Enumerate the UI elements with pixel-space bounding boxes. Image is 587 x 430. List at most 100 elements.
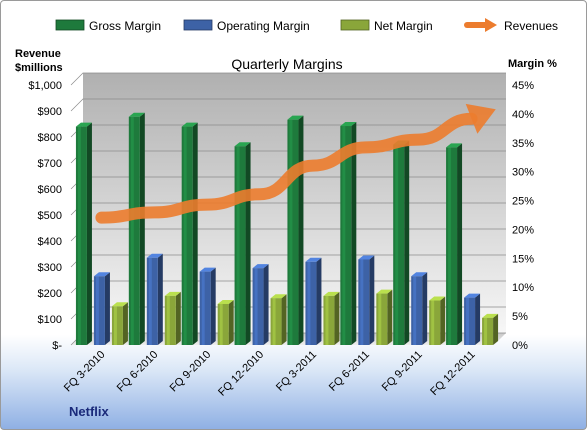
bar-side bbox=[334, 291, 340, 345]
bar-net-margin bbox=[111, 302, 128, 345]
left-tick-label: $500 bbox=[38, 210, 62, 222]
right-tick-label: 5% bbox=[512, 311, 528, 323]
bar-side bbox=[157, 253, 163, 345]
bar-side bbox=[210, 267, 216, 345]
bar-highlight bbox=[236, 146, 240, 345]
bar-front bbox=[411, 276, 423, 345]
bar-highlight bbox=[272, 298, 276, 345]
right-tick-label: 30% bbox=[512, 167, 534, 179]
bar-front bbox=[164, 295, 176, 345]
left-axis-title-line1: Revenue bbox=[15, 48, 61, 60]
bar-highlight bbox=[219, 303, 223, 345]
bar-highlight bbox=[360, 259, 364, 345]
bar-net-margin bbox=[164, 291, 181, 345]
right-tick-label: 35% bbox=[512, 138, 534, 150]
bar-top bbox=[181, 122, 198, 127]
left-tick-label: $600 bbox=[38, 184, 62, 196]
bar-side bbox=[245, 142, 251, 345]
bar-front bbox=[393, 144, 405, 345]
gridline bbox=[70, 98, 506, 112]
bar-side bbox=[351, 122, 357, 346]
bar-front bbox=[234, 146, 246, 345]
bar-highlight bbox=[484, 317, 488, 345]
left-tick-label: $200 bbox=[38, 288, 62, 300]
category-label: FQ 3-2011 bbox=[274, 349, 319, 394]
footer-label: Netflix bbox=[69, 404, 110, 419]
bar-top bbox=[482, 313, 499, 318]
left-tick-label: $900 bbox=[38, 106, 62, 118]
right-tick-label: 40% bbox=[512, 109, 534, 121]
bar-top bbox=[128, 112, 145, 117]
legend-label: Operating Margin bbox=[217, 19, 310, 33]
legend-swatch bbox=[55, 19, 85, 31]
category-label: FQ 6-2010 bbox=[115, 349, 161, 395]
bar-top bbox=[75, 122, 92, 127]
bar-highlight bbox=[395, 144, 399, 345]
bar-side bbox=[263, 264, 269, 345]
bar-front bbox=[146, 257, 158, 345]
right-tick-label: 10% bbox=[512, 282, 534, 294]
bar-net-margin bbox=[482, 313, 499, 345]
bar-front bbox=[93, 276, 105, 345]
bar-front bbox=[217, 303, 229, 345]
bar-side bbox=[369, 255, 375, 345]
bar-top bbox=[446, 143, 463, 148]
right-tick-label: 0% bbox=[512, 340, 528, 352]
bar-front bbox=[128, 116, 140, 346]
bar-highlight bbox=[183, 126, 187, 345]
category-label: FQ 12-2010 bbox=[216, 349, 266, 399]
bar-highlight bbox=[448, 147, 452, 345]
category-label: FQ 12-2011 bbox=[428, 349, 477, 398]
left-tick-label: $400 bbox=[38, 236, 62, 248]
bar-front bbox=[252, 268, 264, 345]
bar-side bbox=[104, 272, 110, 345]
bar-side bbox=[122, 302, 128, 345]
legend: Gross Margin Operating Margin Net Margin Re… bbox=[55, 18, 558, 33]
legend-label: Net Margin bbox=[374, 19, 433, 33]
bar-front bbox=[358, 259, 370, 345]
bar-top bbox=[305, 257, 322, 262]
bar-gross-margin bbox=[340, 122, 357, 346]
bar-top bbox=[93, 272, 110, 277]
bar-top bbox=[199, 267, 216, 272]
bar-operating-margin bbox=[146, 253, 163, 345]
bar-top bbox=[464, 293, 481, 298]
bar-top bbox=[340, 122, 357, 127]
bar-top bbox=[323, 291, 340, 296]
category-label: FQ 9-2011 bbox=[380, 349, 425, 394]
bar-highlight bbox=[130, 116, 134, 346]
bar-net-margin bbox=[376, 289, 393, 345]
legend-swatch bbox=[183, 19, 213, 31]
bar-top bbox=[429, 296, 446, 301]
bar-front bbox=[181, 126, 193, 345]
bar-net-margin bbox=[323, 291, 340, 345]
bar-highlight bbox=[77, 126, 81, 345]
bar-highlight bbox=[342, 126, 346, 346]
bar-side bbox=[457, 143, 463, 345]
bar-top bbox=[164, 291, 181, 296]
bar-top bbox=[217, 299, 234, 304]
bar-top bbox=[270, 294, 287, 299]
bar-side bbox=[387, 289, 393, 345]
bar-side bbox=[422, 272, 428, 345]
bar-highlight bbox=[466, 297, 470, 345]
bar-highlight bbox=[289, 119, 293, 346]
bar-side bbox=[228, 299, 234, 345]
bars bbox=[75, 112, 499, 346]
bar-front bbox=[482, 317, 494, 345]
bar-highlight bbox=[148, 257, 152, 345]
bar-gross-margin bbox=[234, 142, 251, 345]
bar-front bbox=[340, 126, 352, 346]
bar-operating-margin bbox=[464, 293, 481, 345]
bar-net-margin bbox=[270, 294, 287, 345]
bar-gross-margin bbox=[287, 115, 304, 346]
bar-front bbox=[305, 261, 317, 345]
bar-front bbox=[199, 271, 211, 345]
bar-operating-margin bbox=[93, 272, 110, 345]
bar-top bbox=[358, 255, 375, 260]
bar-side bbox=[404, 140, 410, 345]
bar-gross-margin bbox=[128, 112, 145, 346]
legend-label: Gross Margin bbox=[89, 19, 161, 33]
